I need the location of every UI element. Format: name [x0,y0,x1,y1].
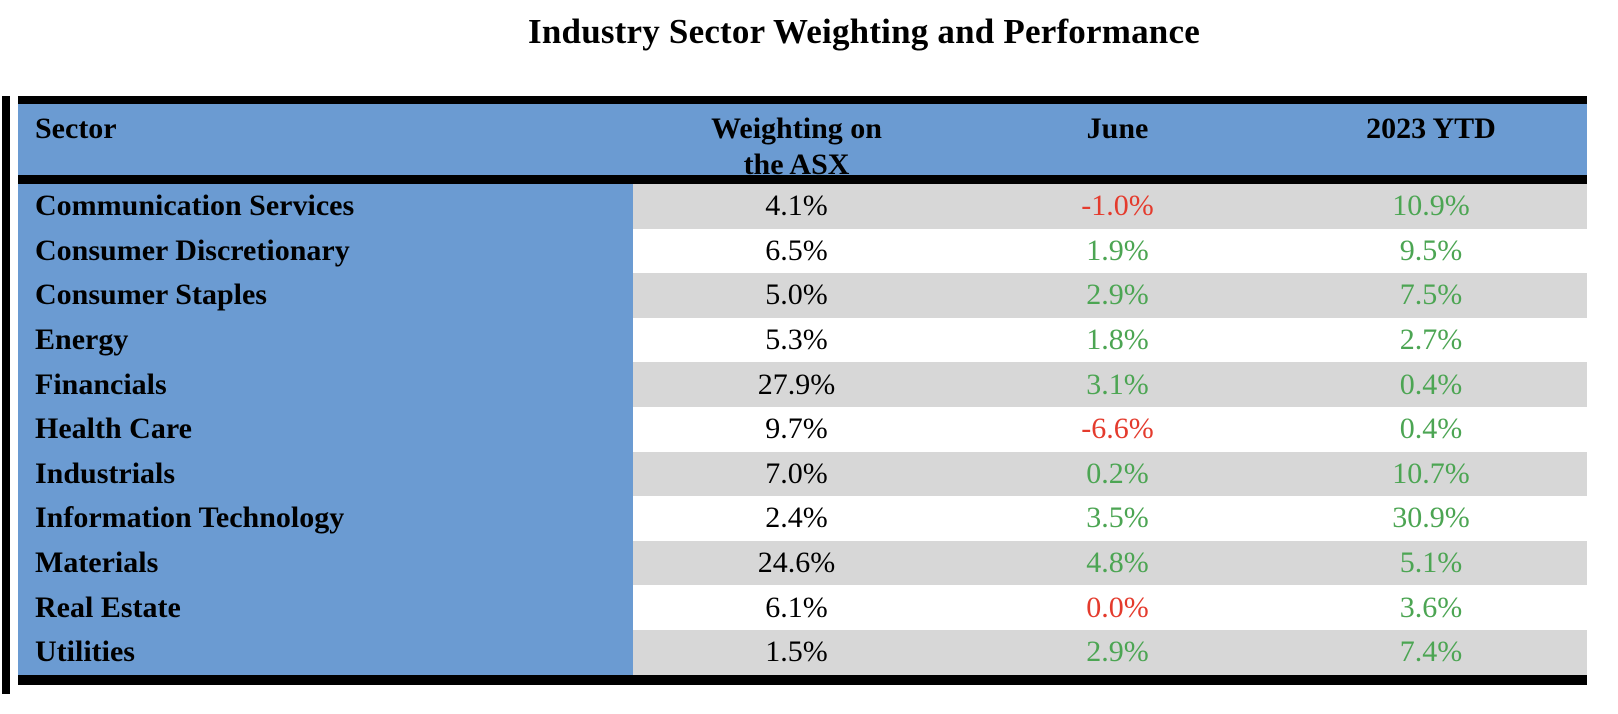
june-value-cell: 3.1% [960,362,1275,407]
header-june: June [1086,112,1149,145]
sector-name-cell: Financials [18,362,633,407]
june-value-cell: 0.2% [960,451,1275,497]
ytd-value-cell: 10.7% [1275,451,1587,497]
weighting-value-cell: 24.6% [633,540,960,586]
june-value-cell: 0.0% [960,585,1275,630]
sector-name-cell: Utilities [18,629,633,675]
weighting-value-cell: 5.3% [633,317,960,363]
table-row: Health Care 9.7% -6.6% 0.4% [18,406,1587,452]
table-row: Real Estate 6.1% 0.0% 3.6% [18,585,1587,630]
weighting-value-cell: 5.0% [633,273,960,318]
sector-name-cell: Real Estate [18,585,633,630]
table-row: Utilities 1.5% 2.9% 7.4% [18,629,1587,675]
sector-name-cell: Consumer Staples [18,273,633,318]
sector-name-cell: Materials [18,540,633,586]
ytd-value-cell: 9.5% [1275,228,1587,274]
header-weighting-line2: the ASX [743,148,850,181]
header-sector: Sector [35,112,117,145]
header-weighting: Weighting on the ASX [633,104,960,181]
table-row: Consumer Staples 5.0% 2.9% 7.5% [18,273,1587,318]
ytd-value-cell: 7.5% [1275,273,1587,318]
header-weighting-line1: Weighting on [711,112,882,145]
ytd-value-cell: 30.9% [1275,496,1587,541]
sector-name-cell: Energy [18,317,633,363]
table-row: Consumer Discretionary 6.5% 1.9% 9.5% [18,228,1587,274]
ytd-value-cell: 3.6% [1275,585,1587,630]
weighting-value-cell: 6.1% [633,585,960,630]
table-title: Industry Sector Weighting and Performanc… [528,12,1200,51]
sector-name-cell: Communication Services [18,184,633,229]
june-value-cell: 1.8% [960,317,1275,363]
ytd-value-cell: 2.7% [1275,317,1587,363]
sector-name-cell: Health Care [18,406,633,452]
ytd-value-cell: 0.4% [1275,362,1587,407]
ytd-value-cell: 0.4% [1275,406,1587,452]
weighting-value-cell: 1.5% [633,629,960,675]
table-row: Financials 27.9% 3.1% 0.4% [18,362,1587,407]
june-value-cell: 1.9% [960,228,1275,274]
june-value-cell: 2.9% [960,629,1275,675]
weighting-value-cell: 4.1% [633,184,960,229]
june-value-cell: -1.0% [960,184,1275,229]
sector-name-cell: Consumer Discretionary [18,228,633,274]
header-2023-ytd: 2023 YTD [1366,112,1496,145]
table-row: Industrials 7.0% 0.2% 10.7% [18,451,1587,497]
table-row: Communication Services 4.1% -1.0% 10.9% [18,184,1587,229]
sector-performance-table: Sector Weighting on the ASX June 2023 YT… [18,96,1587,685]
table-row: Information Technology 2.4% 3.5% 30.9% [18,496,1587,541]
left-edge-rule [2,96,10,694]
weighting-value-cell: 2.4% [633,496,960,541]
ytd-value-cell: 5.1% [1275,540,1587,586]
weighting-value-cell: 9.7% [633,406,960,452]
weighting-value-cell: 6.5% [633,228,960,274]
weighting-value-cell: 27.9% [633,362,960,407]
table-row: Energy 5.3% 1.8% 2.7% [18,317,1587,363]
table-header-row: Sector Weighting on the ASX June 2023 YT… [18,104,1587,184]
june-value-cell: 2.9% [960,273,1275,318]
sector-name-cell: Information Technology [18,496,633,541]
june-value-cell: 3.5% [960,496,1275,541]
june-value-cell: 4.8% [960,540,1275,586]
june-value-cell: -6.6% [960,406,1275,452]
table-body: Communication Services 4.1% -1.0% 10.9% … [18,184,1587,675]
table-row: Materials 24.6% 4.8% 5.1% [18,540,1587,586]
sector-name-cell: Industrials [18,451,633,497]
weighting-value-cell: 7.0% [633,451,960,497]
ytd-value-cell: 10.9% [1275,184,1587,229]
ytd-value-cell: 7.4% [1275,629,1587,675]
